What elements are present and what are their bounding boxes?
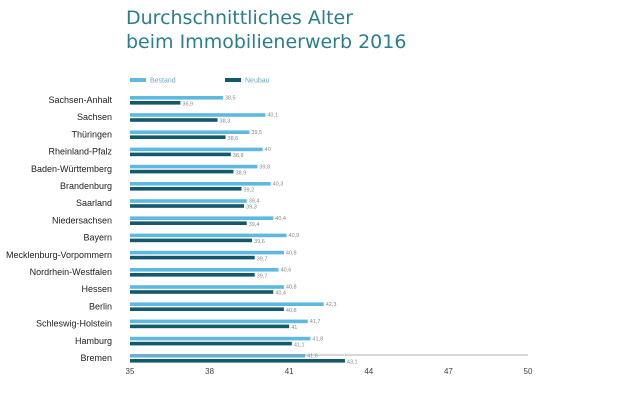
data-label-bestand: 40,8 [286,285,297,291]
data-label-bestand: 40 [265,147,271,153]
legend: Bestand Neubau [130,78,270,85]
bar-bestand-baden-württemberg [130,164,258,169]
bar-neubau-bayern [130,238,253,243]
data-label-bestand: 41,6 [307,354,318,360]
category-label: Rheinland-Pfalz [48,147,112,157]
bar-neubau-hessen [130,290,274,294]
category-label: Hamburg [75,336,112,346]
x-tick-label: 47 [444,367,453,376]
bar-bestand-hessen [130,285,284,289]
data-label-neubau: 40,8 [286,308,297,314]
category-label: Sachsen [77,112,112,122]
data-label-bestand: 42,3 [326,302,337,308]
data-label-bestand: 38,5 [225,96,236,102]
legend-label-bestand: Bestand [150,78,176,85]
bar-neubau-baden-württemberg [130,169,234,174]
bar-neubau-nordrhein-westfalen [130,273,255,277]
data-label-neubau: 39,4 [249,222,260,228]
bar-neubau-hamburg [130,341,292,346]
category-label: Berlin [89,301,112,311]
legend-swatch-bestand [130,78,146,82]
category-label: Saarland [76,198,112,208]
data-label-neubau: 41 [291,325,297,331]
bar-neubau-sachsen [130,118,218,122]
bar-bestand-rheinland-pfalz [130,147,263,152]
bar-neubau-sachsen-anhalt [130,101,181,105]
bar-neubau-niedersachsen [130,221,247,225]
bar-neubau-bremen [130,359,345,363]
data-label-neubau: 39,7 [257,256,268,262]
chart-title-line-2: beim Immobilienerwerb 2016 [126,31,407,53]
data-label-neubau: 39,7 [257,274,268,280]
data-label-neubau: 39,6 [254,239,265,245]
bar-bestand-sachsen-anhalt [130,96,223,100]
category-label: Thüringen [71,129,112,139]
legend-label-neubau: Neubau [245,78,270,85]
data-label-neubau: 41,1 [294,342,305,348]
bar-neubau-schleswig-holstein [130,324,290,329]
bar-bestand-berlin [130,302,324,306]
bars-group: Sachsen-Anhalt 38,5 36,9 Sachsen 40,1 38,3 Thü… [6,95,358,366]
data-label-bestand: 40,8 [286,250,297,256]
data-label-neubau: 38,9 [235,170,246,176]
category-label: Hessen [81,284,112,294]
chart-title: Durchschnittliches Alter beim Immobilien… [126,6,606,54]
category-label: Niedersachsen [52,215,112,225]
x-tick-label: 50 [524,367,533,376]
bar-neubau-saarland [130,204,245,208]
bar-neubau-mecklenburg-vorpommern [130,255,255,260]
category-label: Sachsen-Anhalt [48,95,112,105]
data-label-bestand: 39,5 [251,130,262,136]
legend-swatch-neubau [225,78,241,82]
bar-bestand-schleswig-holstein [130,319,308,324]
bar-neubau-berlin [130,307,284,311]
category-label: Mecklenburg-Vorpommern [6,250,112,260]
data-label-bestand: 39,8 [259,164,270,170]
category-label: Baden-Württemberg [31,164,112,174]
data-label-neubau: 43,1 [347,360,358,366]
data-label-bestand: 40,1 [267,113,278,119]
data-label-bestand: 40,6 [281,268,292,274]
bar-bestand-saarland [130,199,247,203]
chart-title-line-1: Durchschnittliches Alter [126,7,354,29]
data-label-bestand: 40,9 [289,233,300,239]
bar-bestand-hamburg [130,336,311,341]
category-label: Bremen [80,353,112,363]
category-label: Schleswig-Holstein [36,319,112,329]
x-tick-label: 38 [205,367,214,376]
data-label-bestand: 41,7 [310,319,321,325]
x-tick-label: 44 [364,367,373,376]
data-label-neubau: 38,8 [233,153,244,159]
data-label-bestand: 40,4 [275,216,286,222]
category-label: Brandenburg [60,181,112,191]
bar-neubau-brandenburg [130,187,242,191]
data-label-neubau: 38,3 [220,119,231,125]
category-label: Nordrhein-Westfalen [30,267,112,277]
data-label-bestand: 39,4 [249,199,260,205]
bar-bestand-thüringen [130,130,250,134]
data-label-bestand: 41,8 [312,336,323,342]
bar-bestand-mecklenburg-vorpommern [130,250,284,255]
bar-bestand-bremen [130,354,306,358]
bar-neubau-rheinland-pfalz [130,152,231,157]
data-label-neubau: 38,6 [228,136,239,142]
bar-bestand-nordrhein-westfalen [130,268,279,272]
bar-bestand-brandenburg [130,182,271,186]
bar-bestand-niedersachsen [130,216,274,220]
x-tick-label: 41 [285,367,294,376]
data-label-neubau: 39,3 [246,205,257,211]
data-label-neubau: 39,2 [243,188,254,194]
bar-neubau-thüringen [130,135,226,139]
bar-bestand-sachsen [130,113,266,117]
data-label-neubau: 40,4 [275,291,286,297]
data-label-bestand: 40,3 [273,182,284,188]
x-axis: 35 38 41 44 47 50 [126,354,533,376]
data-label-neubau: 36,9 [182,102,193,108]
bar-bestand-bayern [130,233,287,238]
x-tick-label: 35 [126,367,135,376]
category-label: Bayern [83,233,112,243]
